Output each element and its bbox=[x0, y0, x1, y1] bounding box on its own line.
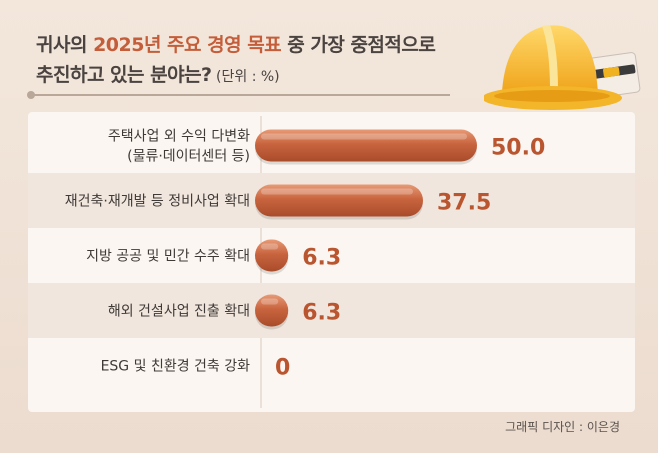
category-label: 재건축·재개발 등 정비사업 확대 bbox=[65, 194, 250, 210]
bar-gloss bbox=[261, 188, 413, 195]
category-label: 지방 공공 및 민간 수주 확대 bbox=[86, 249, 250, 265]
bar-gloss bbox=[261, 133, 467, 140]
chart-panel: 주택사업 외 수익 다변화 (물류·데이터센터 등) 50.0 재건축·재개발 등 정… bbox=[28, 112, 635, 412]
value-label: 6.3 bbox=[302, 246, 341, 271]
category-label: 주택사업 외 수익 다변화 (물류·데이터센터 등) bbox=[108, 129, 250, 165]
graphic-credit: 그래픽 디자인 : 이은경 bbox=[505, 420, 620, 434]
row-band bbox=[28, 283, 635, 338]
value-label: 37.5 bbox=[437, 191, 491, 216]
title-line-1: 귀사의 2025년 주요 경영 목표 중 가장 중점적으로 bbox=[36, 30, 506, 60]
title-line-2: 추진하고 있는 분야는? (단위 : %) bbox=[36, 60, 506, 92]
bar bbox=[255, 294, 289, 327]
title-line2-text: 추진하고 있는 분야는? bbox=[36, 64, 212, 86]
bar-chart: 주택사업 외 수익 다변화 (물류·데이터센터 등) 50.0 재건축·재개발 등 정… bbox=[28, 116, 635, 408]
value-label: 6.3 bbox=[302, 301, 341, 326]
bar bbox=[255, 239, 289, 272]
title-highlight: 2025년 주요 경영 목표 bbox=[93, 34, 282, 56]
divider-line bbox=[30, 94, 450, 96]
bar bbox=[255, 129, 477, 162]
bar-gloss bbox=[261, 243, 279, 250]
bar-gloss bbox=[261, 298, 279, 305]
category-label: ESG 및 친환경 건축 강화 bbox=[101, 359, 251, 375]
chart-title: 귀사의 2025년 주요 경영 목표 중 가장 중점적으로 추진하고 있는 분야… bbox=[36, 30, 506, 92]
value-label: 50.0 bbox=[491, 136, 545, 161]
title-prefix: 귀사의 bbox=[36, 34, 94, 56]
category-label: 해외 건설사업 진출 확대 bbox=[108, 304, 250, 320]
bar bbox=[255, 184, 423, 217]
title-unit: (단위 : %) bbox=[211, 69, 280, 85]
value-label: 0 bbox=[275, 356, 290, 381]
hard-hat-icon bbox=[484, 25, 641, 110]
title-suffix: 중 가장 중점적으로 bbox=[281, 34, 436, 56]
